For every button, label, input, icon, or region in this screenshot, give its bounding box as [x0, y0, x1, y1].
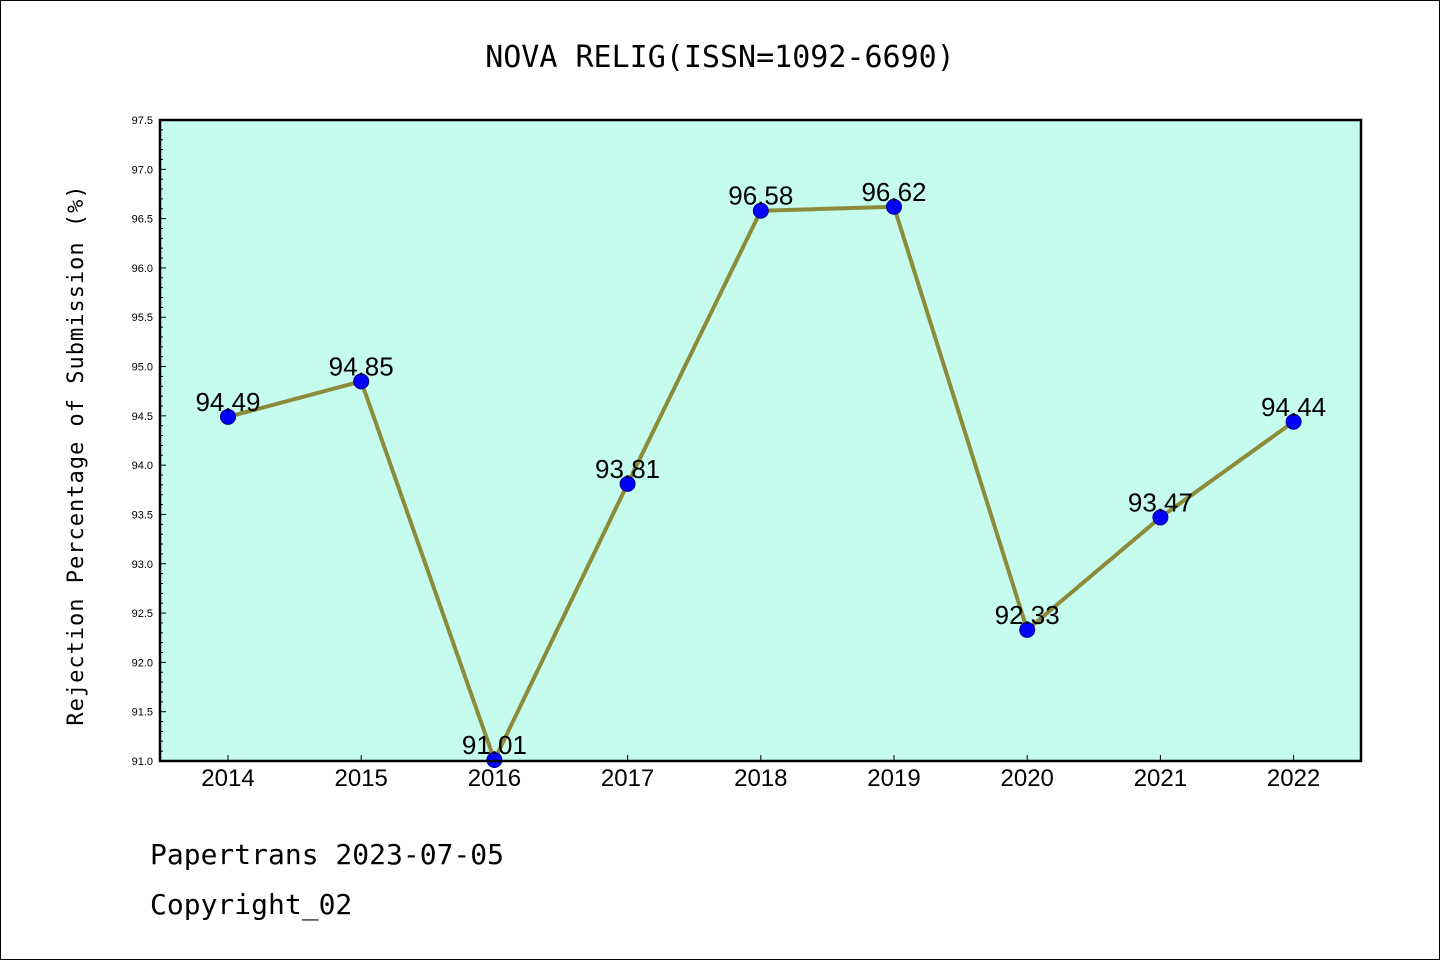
- data-label-2017: 93.81: [595, 454, 660, 484]
- data-point-2022: [1285, 413, 1302, 430]
- data-label-2018: 96.58: [728, 181, 793, 211]
- y-tick-label: 93.0: [132, 559, 153, 571]
- data-point-2019: [886, 198, 902, 215]
- data-label-2014: 94.49: [195, 387, 260, 417]
- data-label-2021: 93.47: [1128, 487, 1193, 517]
- data-point-2017: [619, 475, 636, 492]
- y-tick-label: 91.5: [132, 707, 153, 719]
- y-tick-label: 92.5: [132, 608, 153, 620]
- y-tick-label: 95.0: [132, 362, 153, 374]
- data-point-2020: [1019, 621, 1036, 638]
- chart-title: NOVA RELIG(ISSN=1092-6690): [485, 40, 955, 75]
- data-label-2019: 96.62: [861, 177, 926, 207]
- x-tick-label: 2022: [1267, 765, 1320, 792]
- data-label-2015: 94.85: [329, 351, 394, 381]
- plot-area: [160, 120, 1361, 761]
- plot-border: [158, 118, 1363, 763]
- data-point-2018: [752, 202, 769, 219]
- x-tick-label: 2014: [201, 765, 254, 792]
- data-point-2021: [1152, 509, 1169, 526]
- x-axis: 2014 2015 2016 2017 2018 2019 2020 2021 2022: [201, 755, 1320, 792]
- footer-date: Papertrans 2023-07-05: [150, 838, 504, 871]
- y-tick-label: 94.0: [132, 460, 153, 472]
- series-markers: [220, 198, 1302, 769]
- data-label-2022: 94.44: [1261, 392, 1326, 422]
- y-tick-label: 92.0: [132, 657, 153, 669]
- x-tick-label: 2019: [867, 765, 920, 792]
- data-point-2014: [220, 408, 236, 425]
- y-tick-label: 96.0: [132, 263, 153, 275]
- data-label-2016: 91.01: [462, 730, 527, 760]
- x-tick-label: 2018: [734, 765, 787, 792]
- x-tick-label: 2020: [1001, 765, 1054, 792]
- y-tick-label: 93.5: [132, 509, 153, 521]
- data-point-2015: [353, 373, 370, 390]
- y-tick-label: 97.0: [132, 164, 153, 176]
- x-tick-label: 2021: [1134, 765, 1187, 792]
- x-tick-label: 2015: [335, 765, 388, 792]
- y-tick-label: 94.5: [132, 411, 153, 423]
- data-labels: 94.49 94.85 91.01 93.81 96.58 96.62 92.33 93.47…: [195, 177, 1326, 760]
- y-tick-label: 95.5: [132, 312, 153, 324]
- footer-copyright: Copyright_02: [150, 888, 352, 922]
- x-tick-label: 2017: [601, 765, 654, 792]
- y-tick-label: 97.5: [132, 115, 153, 127]
- data-label-2020: 92.33: [995, 600, 1060, 630]
- y-axis-label: Rejection Percentage of Submission (%): [64, 184, 89, 725]
- y-tick-label: 91.0: [132, 756, 153, 768]
- y-tick-label: 96.5: [132, 214, 153, 226]
- x-tick-label: 2016: [468, 765, 521, 792]
